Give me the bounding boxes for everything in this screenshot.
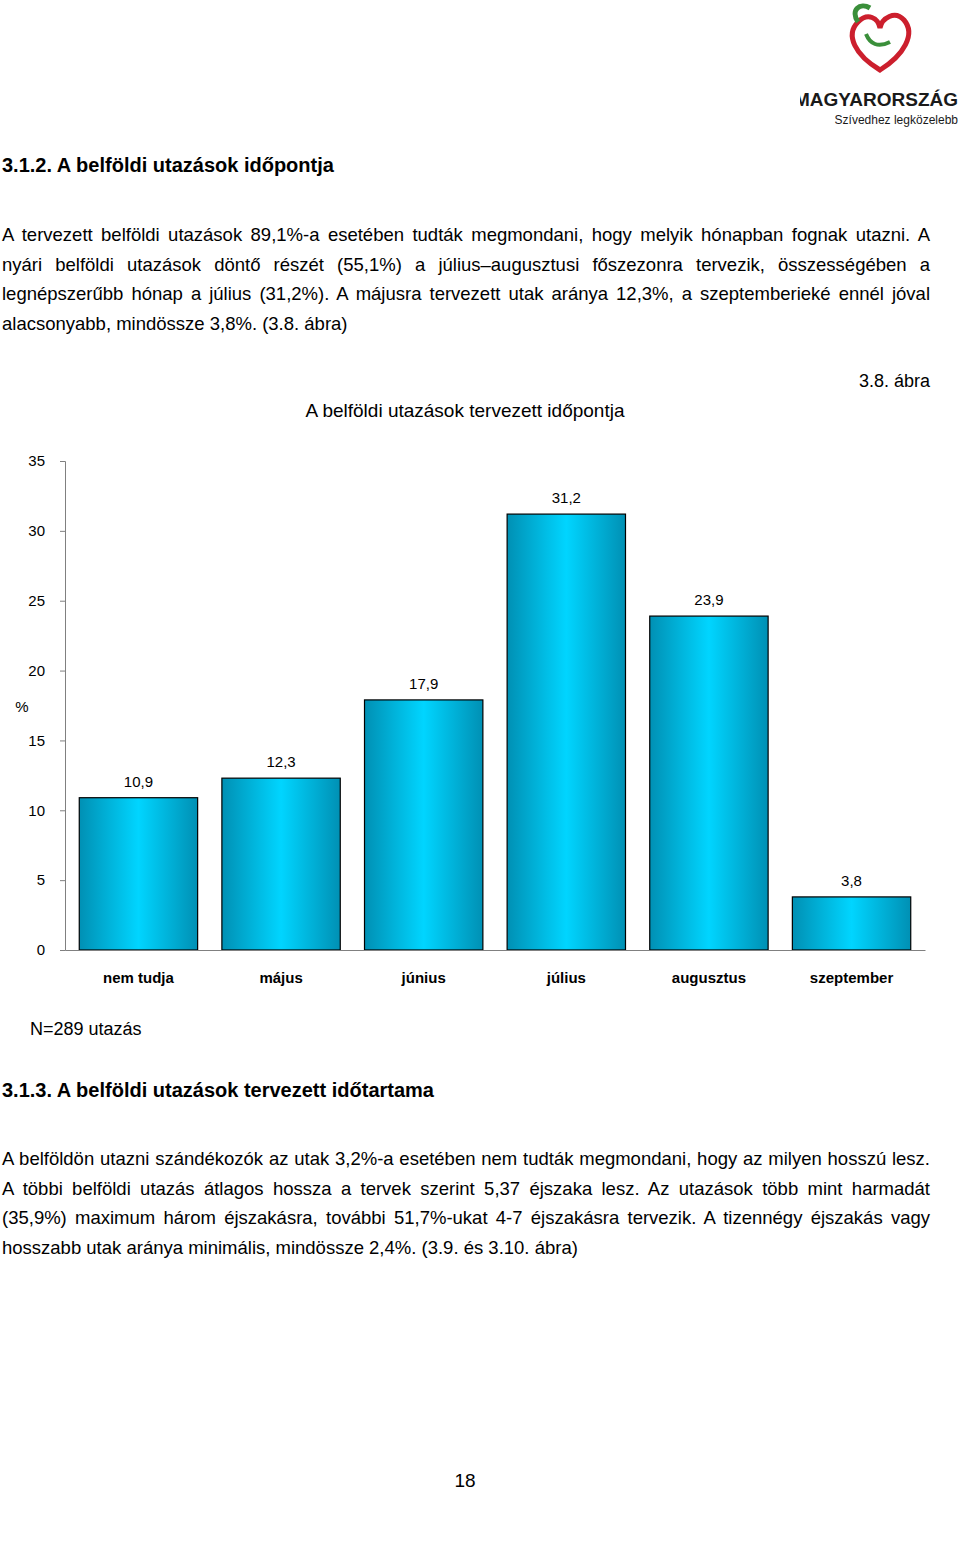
bar <box>507 514 625 950</box>
y-tick-mark <box>60 740 65 741</box>
data-label: 10,9 <box>124 773 153 790</box>
section-paragraph: A tervezett belföldi utazások 89,1%-a es… <box>2 220 930 338</box>
annotation: 3.8. ábra <box>859 371 931 391</box>
data-label: 12,3 <box>266 753 295 770</box>
y-tick-label: 10 <box>28 802 45 819</box>
x-axis: nem tudja május június július augusztus szept… <box>66 950 926 986</box>
logo: MAGYARORSZÁG Szívedhez legközelebb <box>800 0 960 130</box>
bar <box>792 897 910 950</box>
data-label: 23,9 <box>694 591 723 608</box>
y-tick-mark <box>60 601 65 602</box>
y-tick-label: 25 <box>28 592 45 609</box>
y-tick: 0 <box>37 941 65 958</box>
chart-title: A belföldi utazások tervezett időpontja <box>306 400 625 421</box>
y-tick-mark <box>60 461 65 462</box>
data-label: 17,9 <box>409 675 438 692</box>
bar <box>79 798 197 950</box>
y-tick: 20 <box>28 662 65 679</box>
logo-name: MAGYARORSZÁG <box>800 89 958 110</box>
y-tick-label: 30 <box>28 522 45 539</box>
y-tick-label: 35 <box>28 452 45 469</box>
x-tick-label: nem tudja <box>103 969 174 986</box>
bar <box>222 778 340 950</box>
x-tick: augusztus <box>672 950 746 986</box>
data-label: 31,2 <box>552 489 581 506</box>
x-tick-label: szeptember <box>810 969 894 986</box>
section-heading: 3.1.2. A belföldi utazások időpontja <box>2 154 334 177</box>
y-tick-mark <box>60 810 65 811</box>
y-axis: 0 5 10 15 20 25 30 35 <box>28 452 65 958</box>
bar <box>650 616 768 950</box>
logo-slogan: Szívedhez legközelebb <box>835 113 959 127</box>
x-tick-label: augusztus <box>672 969 746 986</box>
x-tick: nem tudja <box>103 950 174 986</box>
y-axis-line <box>60 462 66 951</box>
chart: A belföldi utazások tervezett időpontja 3… <box>0 360 960 1060</box>
x-tick-label: május <box>259 969 302 986</box>
y-tick-label: 0 <box>37 941 45 958</box>
section-paragraph: A belföldön utazni szándékozók az utak 3… <box>2 1144 930 1262</box>
y-tick-label: 5 <box>37 871 45 888</box>
logo-leaf <box>855 6 870 22</box>
bar <box>365 700 483 950</box>
page-number: 18 <box>0 1470 930 1492</box>
x-tick: szeptember <box>810 950 894 986</box>
y-tick-label: 15 <box>28 732 45 749</box>
data-label: 3,8 <box>841 872 862 889</box>
logo-heart <box>852 15 908 70</box>
y-tick: 35 <box>28 452 65 469</box>
y-tick: 5 <box>37 871 65 888</box>
y-axis-title: % <box>15 698 28 715</box>
data-labels: 10,9 12,3 17,9 31,2 23,9 3,8 <box>124 489 862 889</box>
y-tick: 15 <box>28 732 65 749</box>
x-tick: július <box>546 950 586 986</box>
x-tick-label: július <box>546 969 586 986</box>
y-tick-mark <box>60 950 65 951</box>
y-tick: 25 <box>28 592 65 609</box>
y-tick-label: 20 <box>28 662 45 679</box>
annotation: N=289 utazás <box>30 1019 142 1039</box>
x-tick: május <box>259 950 302 986</box>
y-tick-mark <box>60 880 65 881</box>
x-tick: június <box>401 950 446 986</box>
y-tick: 10 <box>28 802 65 819</box>
section-heading: 3.1.3. A belföldi utazások tervezett idő… <box>2 1079 434 1102</box>
x-axis-line <box>66 950 926 951</box>
y-tick: 30 <box>28 522 65 539</box>
bars <box>79 514 910 950</box>
logo-swirl <box>866 34 890 45</box>
y-tick-mark <box>60 671 65 672</box>
y-tick-mark <box>60 531 65 532</box>
x-tick-label: június <box>401 969 446 986</box>
